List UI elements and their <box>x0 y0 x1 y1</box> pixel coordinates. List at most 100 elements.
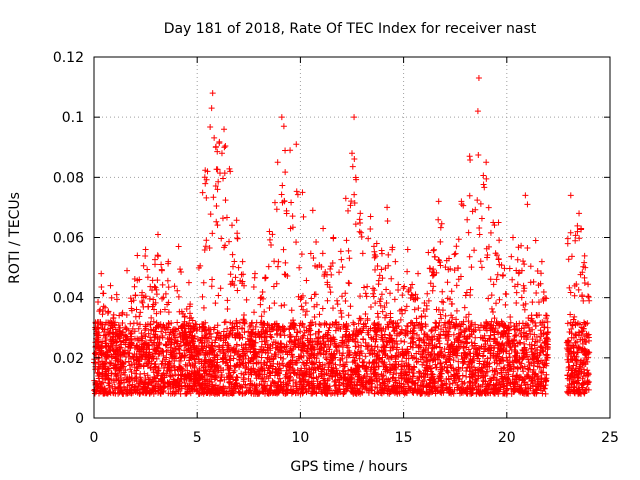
data-point <box>451 267 458 274</box>
data-point <box>465 311 472 318</box>
data-point <box>232 274 239 281</box>
data-point <box>520 258 527 265</box>
data-point <box>466 253 473 260</box>
data-point <box>487 229 494 236</box>
data-point <box>211 134 218 141</box>
data-point <box>202 367 209 374</box>
data-point <box>480 172 487 179</box>
data-point <box>427 280 434 287</box>
data-point <box>165 309 172 316</box>
data-point <box>189 317 196 324</box>
data-point <box>514 256 521 263</box>
data-point <box>572 339 579 346</box>
data-point <box>367 304 374 311</box>
data-point <box>324 297 331 304</box>
data-point <box>538 270 545 277</box>
data-point <box>157 308 164 315</box>
data-point <box>328 271 335 278</box>
data-point <box>351 156 358 163</box>
data-point <box>233 374 240 381</box>
data-point <box>206 245 213 252</box>
data-point <box>581 274 588 281</box>
data-point <box>388 275 395 282</box>
data-point <box>218 235 225 242</box>
data-point <box>164 277 171 284</box>
data-point <box>332 377 339 384</box>
data-point <box>258 354 265 361</box>
data-point <box>108 360 115 367</box>
data-point <box>477 345 484 352</box>
data-point <box>161 306 168 313</box>
data-point <box>174 319 181 326</box>
data-point <box>340 381 347 388</box>
data-point <box>216 342 223 349</box>
data-point <box>401 338 408 345</box>
data-point <box>565 256 572 263</box>
data-point <box>345 279 352 286</box>
data-point <box>564 356 571 363</box>
data-point <box>393 346 400 353</box>
data-point <box>572 232 579 239</box>
data-point <box>540 289 547 296</box>
data-point <box>315 329 322 336</box>
data-point <box>488 305 495 312</box>
data-point <box>153 291 160 298</box>
data-point <box>127 295 134 302</box>
data-point <box>349 163 356 170</box>
data-point <box>199 189 206 196</box>
data-point <box>518 242 525 249</box>
data-point <box>539 390 546 397</box>
data-point <box>343 237 350 244</box>
data-point <box>135 325 142 332</box>
data-point <box>395 287 402 294</box>
data-point <box>518 294 525 301</box>
data-point <box>251 309 258 316</box>
data-point <box>132 370 139 377</box>
data-point <box>298 251 305 258</box>
data-point <box>116 312 123 319</box>
data-point <box>527 263 534 270</box>
data-point <box>302 299 309 306</box>
data-point <box>231 258 238 265</box>
data-point <box>253 360 260 367</box>
data-point <box>571 292 578 299</box>
data-point <box>467 323 474 330</box>
data-point <box>398 358 405 365</box>
data-point <box>382 352 389 359</box>
data-point <box>278 302 285 309</box>
data-point <box>319 250 326 257</box>
data-point <box>226 356 233 363</box>
data-point <box>521 306 528 313</box>
data-point <box>136 276 143 283</box>
data-point <box>348 198 355 205</box>
data-point <box>477 258 484 265</box>
data-point <box>351 191 358 198</box>
data-point <box>579 375 586 382</box>
data-point <box>265 263 272 270</box>
data-point <box>509 276 516 283</box>
data-point <box>431 246 438 253</box>
data-points <box>91 75 593 397</box>
data-point <box>355 320 362 327</box>
data-point <box>271 199 278 206</box>
data-point <box>378 266 385 273</box>
data-point <box>326 324 333 331</box>
data-point <box>213 203 220 210</box>
data-point <box>585 281 592 288</box>
data-point <box>568 253 575 260</box>
data-point <box>360 284 367 291</box>
data-point <box>383 300 390 307</box>
data-point <box>387 290 394 297</box>
data-point <box>298 303 305 310</box>
data-point <box>524 245 531 252</box>
data-point <box>443 359 450 366</box>
data-point <box>444 295 451 302</box>
data-point <box>243 296 250 303</box>
data-point <box>437 262 444 269</box>
data-point <box>372 253 379 260</box>
data-point <box>150 296 157 303</box>
data-point <box>102 304 109 311</box>
data-point <box>496 237 503 244</box>
data-point <box>289 213 296 220</box>
